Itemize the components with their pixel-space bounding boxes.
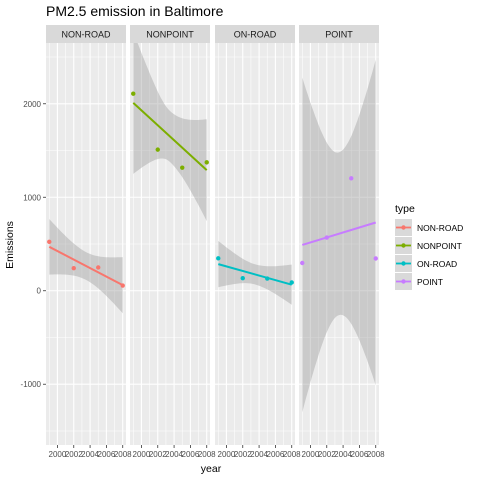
data-point xyxy=(180,165,185,170)
facet-strip-label: NON-ROAD xyxy=(62,30,111,40)
facet-strip xyxy=(130,25,210,43)
confidence-band xyxy=(218,241,292,305)
x-tick-label: 2006 xyxy=(98,450,116,459)
y-tick-label: 1000 xyxy=(23,193,41,202)
data-point xyxy=(155,147,160,152)
x-tick-label: 2008 xyxy=(283,450,301,459)
y-axis-title: Emissions xyxy=(4,221,16,269)
data-point xyxy=(131,91,136,96)
x-tick-label: 2000 xyxy=(49,450,67,459)
legend-key-point xyxy=(401,261,406,266)
x-tick-label: 2002 xyxy=(234,450,252,459)
chart-title: PM2.5 emission in Baltimore xyxy=(46,3,224,19)
data-point xyxy=(216,256,221,261)
x-tick-label: 2006 xyxy=(351,450,369,459)
fit-line xyxy=(48,245,124,287)
legend-title: type xyxy=(395,203,415,215)
data-point xyxy=(373,256,378,261)
x-tick-label: 2002 xyxy=(65,450,83,459)
data-point xyxy=(120,283,125,288)
confidence-band xyxy=(133,43,207,222)
legend-key-point xyxy=(401,243,406,248)
facet-panels: NON-ROAD20002002200420062008NONPOINT2000… xyxy=(46,25,385,459)
y-axis: -1000 0 1000 2000 xyxy=(21,100,46,389)
facet-strip xyxy=(215,25,295,43)
x-tick-label: 2006 xyxy=(267,450,285,459)
x-tick-label: 2002 xyxy=(149,450,167,459)
fit-line xyxy=(132,102,208,171)
data-point xyxy=(324,235,329,240)
x-tick-label: 2004 xyxy=(165,450,183,459)
x-tick-label: 2002 xyxy=(318,450,336,459)
fit-line xyxy=(217,263,293,286)
confidence-band xyxy=(302,59,376,413)
legend-label: NONPOINT xyxy=(417,241,462,251)
legend-label: ON-ROAD xyxy=(417,259,457,269)
data-point xyxy=(71,266,76,271)
x-tick-label: 2006 xyxy=(182,450,200,459)
x-tick-label: 2004 xyxy=(81,450,99,459)
legend-item-non-road: NON-ROAD xyxy=(395,219,463,236)
fit-line xyxy=(301,221,377,246)
x-tick-label: 2004 xyxy=(250,450,268,459)
panel-clipped-content xyxy=(132,43,208,222)
data-point xyxy=(47,239,52,245)
y-tick-label: 2000 xyxy=(23,100,41,109)
facet-strip-label: POINT xyxy=(325,30,353,40)
legend-label: NON-ROAD xyxy=(417,223,463,233)
legend-item-point: POINT xyxy=(395,273,443,290)
facet-strip-label: NONPOINT xyxy=(146,30,194,40)
x-tick-label: 2000 xyxy=(218,450,236,459)
legend-key-point xyxy=(401,225,406,230)
y-tick-label: 0 xyxy=(37,287,42,296)
legend: type NON-ROAD NONPOINT ON-ROAD POINT xyxy=(395,203,463,290)
data-point xyxy=(265,276,270,281)
x-tick-label: 2000 xyxy=(133,450,151,459)
facet-strip xyxy=(46,25,126,43)
x-axis-title: year xyxy=(201,463,222,475)
x-tick-label: 2008 xyxy=(198,450,216,459)
panel-clipped-content xyxy=(217,241,293,305)
x-tick-label: 2004 xyxy=(334,450,352,459)
data-point xyxy=(96,265,101,270)
legend-label: POINT xyxy=(417,277,443,287)
legend-item-on-road: ON-ROAD xyxy=(395,255,457,272)
x-tick-label: 2000 xyxy=(302,450,320,459)
legend-item-nonpoint: NONPOINT xyxy=(395,237,462,254)
data-point xyxy=(289,280,294,285)
facet-strip xyxy=(299,25,379,43)
panel-clipped-content xyxy=(301,59,377,413)
panel-clipped-content xyxy=(48,219,124,314)
data-point xyxy=(300,260,305,266)
data-point xyxy=(204,160,209,165)
data-point xyxy=(240,275,245,281)
x-tick-label: 2008 xyxy=(367,450,385,459)
legend-key-point xyxy=(401,279,406,284)
facet-strip-label: ON-ROAD xyxy=(234,30,277,40)
x-tick-label: 2008 xyxy=(114,450,132,459)
data-point xyxy=(349,176,354,181)
y-tick-label: -1000 xyxy=(21,380,42,389)
